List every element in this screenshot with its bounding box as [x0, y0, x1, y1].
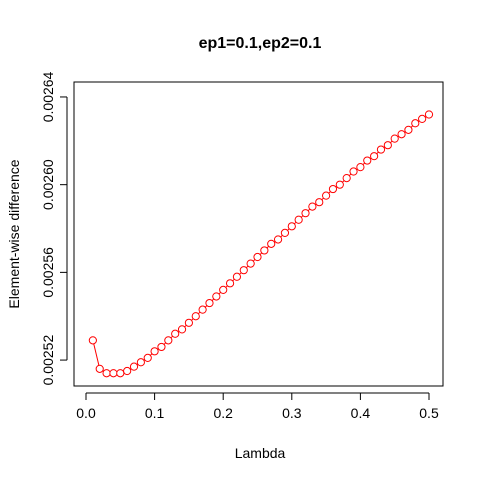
- data-point: [136, 358, 145, 367]
- data-point: [164, 336, 173, 345]
- data-point: [246, 259, 255, 268]
- data-point: [191, 312, 200, 321]
- data-point: [280, 228, 290, 238]
- data-point: [177, 325, 187, 334]
- data-point: [95, 364, 104, 373]
- x-tick-label: 0.5: [419, 405, 439, 421]
- data-point: [356, 163, 365, 172]
- x-tick-label: 0.1: [145, 405, 165, 421]
- data-point: [390, 134, 399, 143]
- data-point: [315, 198, 324, 207]
- data-point: [212, 292, 221, 301]
- y-tick-label: 0.00256: [40, 247, 56, 298]
- data-point: [273, 235, 283, 244]
- data-point: [205, 298, 214, 308]
- data-point: [267, 239, 276, 248]
- data-point: [198, 305, 207, 314]
- data-point: [109, 369, 118, 378]
- y-axis-label: Element-wise difference: [6, 159, 22, 308]
- x-tick-label: 0.4: [351, 405, 371, 421]
- data-point: [294, 215, 303, 224]
- chart-title: ep1=0.1,ep2=0.1: [199, 35, 322, 52]
- series-line: [92, 114, 430, 374]
- x-tick-label: 0.3: [282, 405, 302, 421]
- data-point: [184, 318, 193, 327]
- data-point: [232, 272, 242, 281]
- data-point: [424, 110, 434, 119]
- data-point: [308, 202, 317, 211]
- data-point: [349, 167, 358, 176]
- data-point: [171, 329, 180, 338]
- data-point: [157, 342, 166, 352]
- x-tick-label: 0.0: [76, 405, 96, 421]
- data-point: [328, 184, 338, 194]
- y-axis: 0.00252 0.00256 0.00260 0.00264: [40, 71, 68, 386]
- data-point: [404, 125, 413, 134]
- data-point: [342, 173, 351, 183]
- data-point: [123, 366, 132, 376]
- data-point: [143, 353, 152, 362]
- data-point: [322, 191, 331, 200]
- data-point: [418, 114, 427, 123]
- y-tick-label: 0.00264: [40, 71, 56, 122]
- x-tick-label: 0.2: [213, 405, 233, 421]
- x-axis: 0.0 0.1 0.2 0.3 0.4 0.5: [76, 392, 439, 421]
- data-point: [102, 369, 111, 378]
- data-point: [335, 180, 344, 189]
- plot-frame: [73, 81, 444, 387]
- data-point: [370, 152, 379, 161]
- data-point: [397, 130, 406, 139]
- data-point: [383, 141, 392, 150]
- x-axis-label: Lambda: [235, 445, 286, 461]
- data-point: [376, 145, 386, 154]
- series: [88, 110, 434, 378]
- data-point: [129, 362, 139, 371]
- data-point: [363, 156, 372, 165]
- data-point: [260, 246, 269, 255]
- data-point: [150, 347, 159, 356]
- data-point: [301, 209, 310, 218]
- data-point: [88, 336, 97, 345]
- data-point: [116, 369, 125, 378]
- data-point: [239, 266, 248, 275]
- y-tick-label: 0.00260: [40, 159, 56, 210]
- data-point: [219, 285, 228, 295]
- data-point: [287, 222, 296, 231]
- data-point: [225, 279, 235, 288]
- data-point: [411, 119, 420, 128]
- data-point: [253, 252, 262, 262]
- y-tick-label: 0.00252: [40, 335, 56, 386]
